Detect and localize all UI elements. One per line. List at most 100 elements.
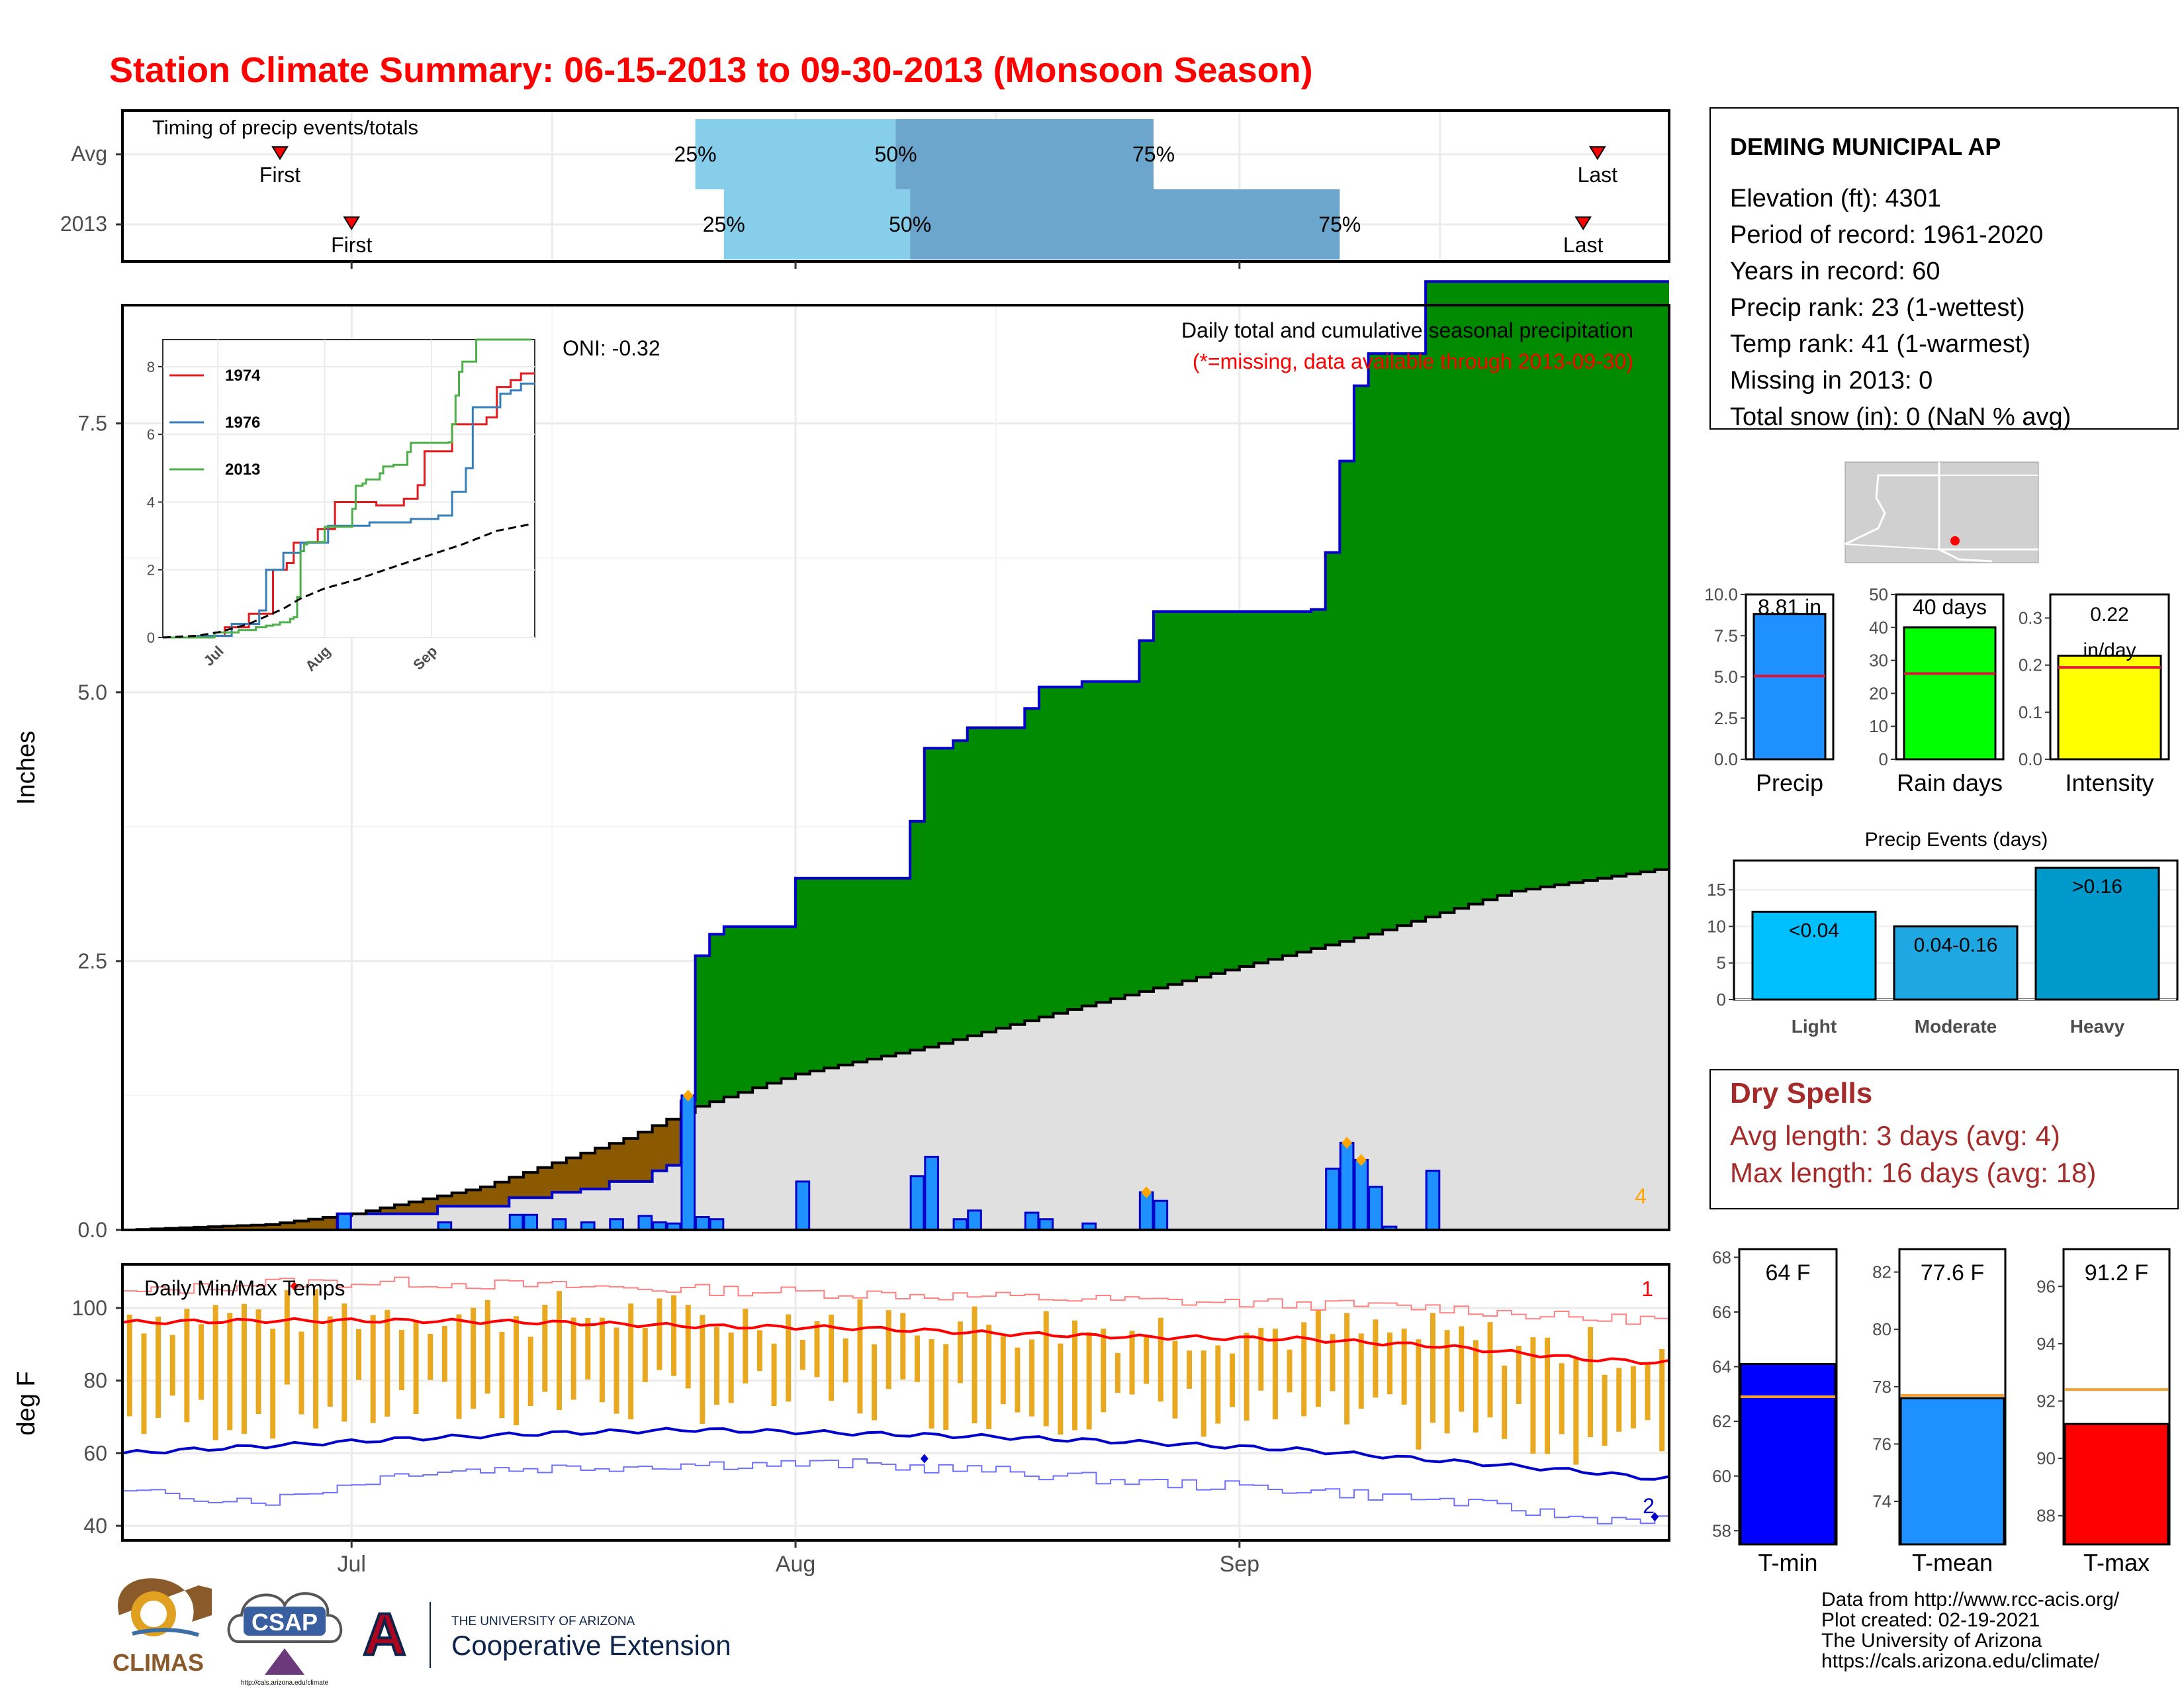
- temp-summary-tick-label: 82: [1872, 1262, 1891, 1282]
- temp-ytick-label: 80: [83, 1369, 107, 1393]
- timing-pct-label: 50%: [889, 212, 931, 236]
- precip-ylabel: Inches: [13, 731, 40, 805]
- temp-summary-value-label: 91.2 F: [2085, 1260, 2148, 1286]
- daily-temp-range-bar: [298, 1331, 304, 1415]
- inset-line-1974: [163, 372, 535, 639]
- events-category-label: Moderate: [1915, 1016, 1997, 1037]
- daily-temp-range-bar: [1158, 1317, 1163, 1402]
- summary-chart-tick-label: 2.5: [1714, 708, 1738, 728]
- daily-precip-bar: [551, 1218, 567, 1231]
- daily-precip-bar: [609, 1218, 624, 1231]
- daily-temp-range-bar: [1071, 1320, 1077, 1430]
- precip-record-marker: [1342, 1137, 1353, 1149]
- month-label: Jul: [337, 1552, 365, 1577]
- inset-ytick-label: 8: [147, 359, 155, 375]
- daily-temp-range-bar: [743, 1309, 749, 1383]
- summary-chart-tick-label: 0: [1879, 749, 1888, 769]
- daily-temp-range-bar: [1144, 1336, 1150, 1384]
- daily-temp-range-bar: [857, 1299, 863, 1414]
- daily-temp-range-bar: [1315, 1310, 1321, 1407]
- temp-summary-tick-label: 76: [1872, 1434, 1891, 1454]
- daily-temp-range-bar: [1645, 1363, 1651, 1421]
- daily-temp-range-bar: [542, 1304, 548, 1392]
- daily-temp-range-bar: [255, 1309, 261, 1415]
- daily-temp-range-bar: [126, 1314, 132, 1417]
- timing-last-marker: [1574, 216, 1592, 230]
- daily-temp-range-bar: [771, 1343, 777, 1406]
- dry-spells-title: Dry Spells: [1730, 1077, 1872, 1109]
- daily-temp-range-bar: [756, 1330, 762, 1372]
- station-line: Temp rank: 41 (1-warmest): [1730, 330, 2030, 358]
- temp-summary-tick-label: 74: [1872, 1491, 1891, 1511]
- timing-pct-label: 75%: [1318, 212, 1361, 236]
- daily-temp-range-bar: [1659, 1348, 1665, 1452]
- daily-temp-range-bar: [484, 1299, 490, 1394]
- daily-temp-range-bar: [370, 1315, 376, 1423]
- timing-pct-label: 50%: [874, 142, 917, 166]
- csap-logo: CSAP http://cals.arizona.edu/climate: [227, 1592, 343, 1687]
- inset-legend-label: 1974: [225, 367, 261, 385]
- daily-temp-range-bar: [943, 1344, 949, 1430]
- daily-temp-range-bar: [628, 1303, 634, 1420]
- dry-spells-box: Dry Spells Avg length: 3 days (avg: 4) M…: [1709, 1069, 2179, 1209]
- events-title: Precip Events (days): [1865, 829, 2048, 851]
- footer-credits: Data from http://www.rcc-acis.org/ Plot …: [1821, 1589, 2120, 1672]
- daily-temp-range-bar: [428, 1333, 433, 1380]
- daily-temp-range-bar: [1602, 1374, 1608, 1446]
- ua-logo: A THE UNIVERSITY OF ARIZONA Cooperative …: [362, 1601, 731, 1669]
- daily-temp-range-bar: [471, 1307, 477, 1409]
- summary-chart-name: Rain days: [1897, 769, 2003, 796]
- daily-temp-range-bar: [842, 1338, 848, 1383]
- daily-temp-range-bar: [614, 1327, 619, 1414]
- daily-temp-range-bar: [1459, 1326, 1465, 1412]
- daily-precip-bar: [1353, 1158, 1369, 1231]
- precip-note: (*=missing, data available through 2013-…: [1193, 350, 1633, 373]
- ua-logo-line1: THE UNIVERSITY OF ARIZONA: [451, 1615, 635, 1628]
- daily-precip-bar: [967, 1209, 982, 1231]
- daily-temp-range-bar: [1444, 1330, 1450, 1434]
- daily-precip-bar: [1368, 1186, 1383, 1231]
- timing-pct-label: 75%: [1132, 142, 1175, 166]
- temp-summary-tick-label: 94: [2036, 1334, 2056, 1354]
- daily-temp-range-bar: [1086, 1332, 1092, 1430]
- temp-summary-tick-label: 68: [1712, 1247, 1731, 1267]
- daily-temp-range-bar: [914, 1335, 920, 1382]
- daily-temp-range-bar: [1029, 1339, 1035, 1417]
- daily-precip-bar: [709, 1218, 725, 1231]
- precip-record-marker: [682, 1089, 694, 1102]
- daily-temp-range-bar: [1115, 1352, 1120, 1393]
- temps-panel: 40 60 80 100 Daily Min/Max Temps 1 2 deg F: [13, 1263, 1670, 1542]
- ua-logo-letter: A: [363, 1602, 406, 1668]
- summary-chart-tick-label: 40: [1869, 618, 1888, 637]
- events-tick-label: 15: [1707, 880, 1726, 900]
- daily-temp-range-bar: [1330, 1334, 1336, 1391]
- events-category-label: Light: [1792, 1016, 1837, 1037]
- daily-precip-bar: [952, 1218, 968, 1231]
- summary-value-bar: [2057, 654, 2162, 761]
- temp-summary-tick-label: 78: [1872, 1377, 1891, 1397]
- daily-precip-bar: [523, 1213, 539, 1231]
- timing-panel: 25% 50% 75% First Last 25% 50% 75% First Last Tim…: [60, 109, 1670, 269]
- daily-temp-range-bar: [957, 1321, 963, 1383]
- daily-temp-range-bar: [1416, 1339, 1422, 1450]
- daily-temp-range-bar: [1573, 1358, 1579, 1465]
- daily-temp-range-bar: [685, 1305, 691, 1389]
- daily-temp-range-bar: [1487, 1322, 1493, 1418]
- footer-line: https://cals.arizona.edu/climate/: [1821, 1650, 2100, 1672]
- station-line: Precip rank: 23 (1-wettest): [1730, 294, 2025, 322]
- daily-temp-range-bar: [1387, 1332, 1393, 1395]
- daily-temp-range-bar: [270, 1329, 276, 1439]
- precip-subtitle: Daily total and cumulative seasonal prec…: [1181, 318, 1633, 342]
- precip-count-label: 4: [1635, 1184, 1647, 1208]
- daily-temp-range-bar: [1344, 1313, 1350, 1425]
- daily-temp-range-bar: [972, 1306, 978, 1424]
- events-tick-label: 0: [1717, 990, 1726, 1009]
- timing-bar-lower: [695, 119, 896, 189]
- summary-chart-tick-label: 0.0: [2019, 749, 2042, 769]
- daily-precip-bar: [680, 1094, 696, 1231]
- temp-ytick-label: 100: [72, 1296, 107, 1320]
- daily-precip-bar: [637, 1215, 653, 1231]
- temp-summary-bar: [2064, 1423, 2169, 1546]
- daily-precip-bar: [1153, 1199, 1169, 1231]
